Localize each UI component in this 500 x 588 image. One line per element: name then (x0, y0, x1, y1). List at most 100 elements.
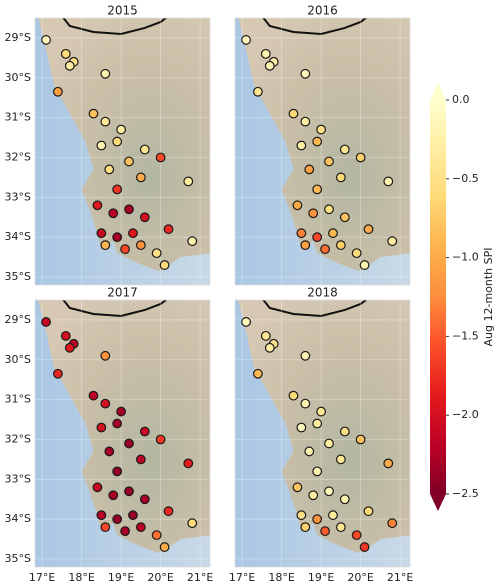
station-point (324, 438, 334, 449)
station-point (308, 208, 319, 219)
station-point (151, 248, 162, 259)
station-point (300, 398, 311, 409)
station-point (60, 48, 71, 59)
station-point (100, 398, 111, 409)
station-point (155, 152, 166, 163)
station-point (139, 494, 150, 505)
border (62, 18, 168, 35)
station-point (316, 124, 327, 135)
border (262, 18, 368, 35)
station-point (292, 200, 303, 211)
station-point (241, 35, 251, 45)
y-tick-label: 35°S (5, 552, 31, 565)
station-point (316, 406, 327, 417)
station-point (339, 144, 350, 155)
panel-title: 2018 (307, 286, 338, 300)
station-point (355, 152, 366, 163)
x-tick-label: 18°E (268, 571, 294, 584)
colorbar (430, 100, 446, 494)
panel-title: 2017 (107, 286, 138, 300)
station-point (300, 522, 311, 533)
station-point (264, 60, 275, 71)
station-point (296, 140, 307, 151)
station-point (312, 232, 323, 243)
station-point (359, 542, 370, 552)
station-point (112, 232, 123, 243)
station-point (100, 116, 111, 127)
station-point (163, 224, 174, 235)
station-point (135, 454, 146, 465)
panel-title: 2015 (107, 4, 138, 18)
station-point (120, 526, 130, 537)
y-tick-label: 32°S (5, 150, 31, 163)
station-point (96, 510, 107, 521)
station-point (108, 490, 119, 501)
station-point (187, 236, 198, 247)
x-tick-label: 20°E (347, 571, 373, 584)
station-point (96, 228, 107, 239)
map-panel (35, 18, 210, 285)
station-point (312, 136, 323, 147)
station-point (88, 108, 99, 119)
station-point (124, 486, 134, 497)
station-point (64, 60, 75, 71)
station-point (64, 342, 75, 353)
map-panel (235, 300, 410, 567)
ocean (35, 18, 210, 285)
station-point (292, 482, 303, 493)
station-point (112, 514, 123, 525)
station-point (253, 86, 263, 97)
station-point (116, 124, 127, 135)
x-tick-label: 21°E (187, 571, 213, 584)
station-point (288, 108, 299, 119)
station-point (60, 330, 71, 341)
station-point (335, 522, 346, 533)
station-point (135, 522, 146, 533)
station-point (328, 510, 338, 521)
x-tick-label: 19°E (108, 571, 134, 584)
station-point (320, 526, 330, 537)
station-point (300, 240, 311, 251)
y-tick-label: 34°S (5, 230, 31, 243)
x-tick-label: 21°E (387, 571, 413, 584)
station-point (312, 466, 323, 477)
station-point (124, 156, 134, 167)
x-tick-label: 19°E (308, 571, 334, 584)
station-point (383, 458, 394, 469)
colorbar-tick-label: −2.5 (452, 487, 479, 500)
station-point (112, 418, 123, 429)
station-point (288, 390, 299, 401)
ocean (235, 300, 410, 567)
colorbar-extend-top (430, 83, 446, 100)
colorbar-tick-label: −0.5 (452, 172, 479, 185)
ocean (35, 300, 210, 567)
station-point (135, 172, 146, 183)
station-point (335, 172, 346, 183)
station-point (308, 490, 319, 501)
station-point (304, 164, 315, 175)
station-point (120, 244, 130, 255)
station-point (312, 418, 323, 429)
station-point (253, 368, 263, 379)
station-point (100, 522, 111, 533)
station-point (159, 542, 170, 552)
station-point (324, 156, 334, 167)
y-tick-label: 33°S (5, 472, 31, 485)
y-tick-label: 29°S (5, 31, 31, 44)
x-tick-label: 18°E (68, 571, 94, 584)
station-point (241, 317, 251, 327)
y-tick-label: 34°S (5, 512, 31, 525)
station-point (363, 506, 374, 517)
panel-frame (234, 299, 411, 568)
station-point (328, 228, 338, 239)
panel-frame (34, 17, 211, 286)
map-panel (35, 300, 210, 567)
y-tick-label: 31°S (5, 111, 31, 124)
station-point (151, 530, 162, 541)
station-point (296, 228, 307, 239)
station-point (324, 486, 334, 497)
station-point (312, 184, 323, 195)
station-point (351, 530, 362, 541)
station-point (296, 422, 307, 433)
station-point (339, 426, 350, 437)
